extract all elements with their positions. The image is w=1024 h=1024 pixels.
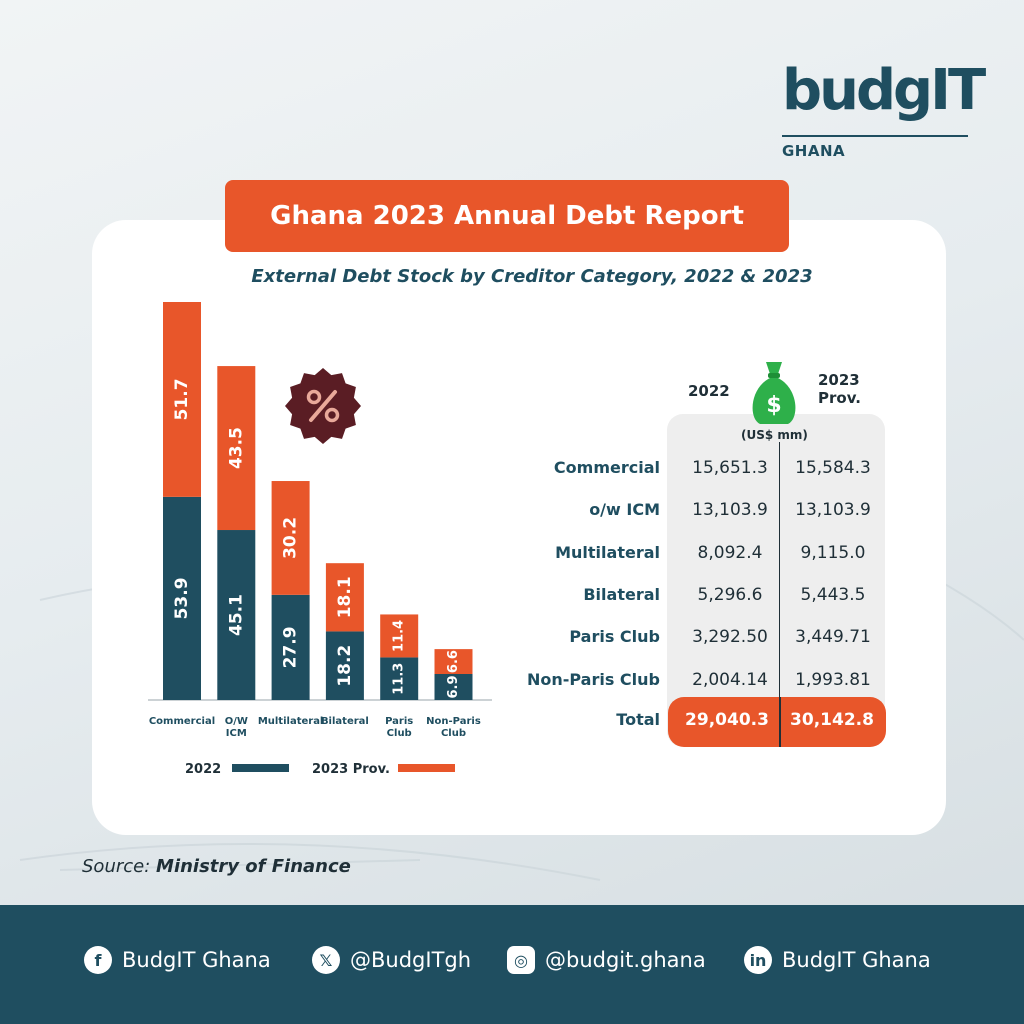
legend-swatch bbox=[232, 764, 289, 772]
bar-2023-prov--paris-club bbox=[380, 614, 419, 658]
source-prefix: Source: bbox=[82, 856, 151, 877]
category-label: O/W bbox=[225, 716, 248, 727]
table-background bbox=[667, 414, 885, 747]
data-label: 11.3 bbox=[392, 663, 407, 695]
budgit-logo: budgIT GHANA bbox=[782, 56, 986, 166]
facebook-icon: f bbox=[84, 946, 112, 974]
total-row-background bbox=[668, 697, 886, 747]
category-label: Paris bbox=[385, 716, 413, 727]
x-handle: @BudgITgh bbox=[350, 948, 472, 972]
facebook-handle: BudgIT Ghana bbox=[122, 948, 271, 972]
legend-label: 2023 Prov. bbox=[312, 762, 390, 777]
data-label: 51.7 bbox=[172, 378, 192, 420]
table-cell-2023: 1,993.81 bbox=[795, 670, 871, 690]
source-note: Source: Ministry of Finance bbox=[82, 856, 351, 877]
table-row-label: Commercial bbox=[553, 458, 660, 477]
report-title: Ghana 2023 Annual Debt Report bbox=[225, 180, 789, 252]
linkedin-link[interactable]: in BudgIT Ghana bbox=[744, 946, 931, 974]
data-label: 45.1 bbox=[226, 594, 246, 636]
x-icon: 𝕏 bbox=[312, 946, 340, 974]
data-label: 53.9 bbox=[172, 577, 192, 619]
logo-subtitle: GHANA bbox=[782, 142, 846, 160]
instagram-link[interactable]: ◎ @budgit.ghana bbox=[507, 946, 706, 974]
bar-2022-paris-club bbox=[380, 657, 419, 700]
legend-swatch bbox=[398, 764, 455, 772]
table-row-label: Paris Club bbox=[569, 627, 660, 646]
svg-text:$: $ bbox=[766, 393, 781, 418]
chart-subtitle: External Debt Stock by Creditor Category… bbox=[251, 266, 813, 287]
source-name: Ministry of Finance bbox=[156, 856, 351, 877]
table-cell-2022: 5,296.6 bbox=[697, 585, 763, 605]
total-2022: 29,040.3 bbox=[685, 710, 769, 730]
category-label: Commercial bbox=[149, 716, 215, 727]
total-2023: 30,142.8 bbox=[790, 710, 874, 730]
table-cell-2023: 13,103.9 bbox=[795, 500, 871, 520]
bar-2022-o-w-icm bbox=[217, 530, 256, 700]
table-cell-2022: 2,004.14 bbox=[692, 670, 768, 690]
legend-label: 2022 bbox=[185, 762, 221, 777]
bar-2022-bilateral bbox=[325, 631, 364, 700]
table-cell-2023: 9,115.0 bbox=[800, 543, 866, 563]
bar-2022-multilateral bbox=[271, 594, 310, 700]
bar-2023-prov--non-paris-club bbox=[434, 649, 473, 674]
table-cell-2022: 8,092.4 bbox=[697, 543, 763, 563]
bar-2023-prov--bilateral bbox=[325, 563, 364, 632]
logo-wordmark: budgIT bbox=[782, 58, 986, 123]
column-header-2023-prov: Prov. bbox=[818, 389, 861, 407]
data-label: 27.9 bbox=[281, 626, 301, 668]
total-label: Total bbox=[616, 710, 660, 729]
bar-2022-commercial bbox=[163, 496, 201, 700]
table-row-label: Non-Paris Club bbox=[526, 670, 660, 689]
table-cell-2023: 15,584.3 bbox=[795, 458, 871, 478]
x-link[interactable]: 𝕏 @BudgITgh bbox=[312, 946, 471, 974]
column-header-2023: 2023 Prov. bbox=[818, 371, 861, 407]
bar-2023-prov--commercial bbox=[163, 302, 201, 497]
table-row-label: Bilateral bbox=[583, 585, 660, 604]
table-cell-2023: 5,443.5 bbox=[800, 585, 866, 605]
money-bag-icon: $ bbox=[752, 362, 796, 424]
bar-2023-prov--o-w-icm bbox=[217, 366, 256, 531]
table-cell-2023: 3,449.71 bbox=[795, 627, 871, 647]
bar-2022-non-paris-club bbox=[434, 673, 473, 700]
table-cell-2022: 15,651.3 bbox=[692, 458, 768, 478]
instagram-handle: @budgit.ghana bbox=[545, 948, 706, 972]
table-cell-2022: 13,103.9 bbox=[692, 500, 768, 520]
category-label: Bilateral bbox=[321, 716, 369, 727]
column-header-2022: 2022 bbox=[688, 382, 730, 400]
category-label: Multilateral bbox=[258, 716, 324, 727]
table-unit: (US$ mm) bbox=[741, 428, 808, 442]
category-label: Club bbox=[441, 728, 466, 739]
category-label: Non-Paris bbox=[426, 716, 481, 727]
data-label: 18.2 bbox=[335, 645, 355, 687]
table-divider bbox=[779, 442, 780, 747]
data-label: 6.9 bbox=[446, 675, 461, 698]
facebook-link[interactable]: f BudgIT Ghana bbox=[84, 946, 271, 974]
column-header-2023-year: 2023 bbox=[818, 371, 860, 389]
percent-badge-icon bbox=[285, 368, 361, 444]
logo-rule bbox=[782, 135, 968, 137]
data-label: 11.4 bbox=[392, 620, 407, 652]
instagram-icon: ◎ bbox=[507, 946, 535, 974]
data-label: 6.6 bbox=[446, 650, 461, 673]
bar-2023-prov--multilateral bbox=[271, 481, 310, 595]
category-label: ICM bbox=[226, 728, 247, 739]
linkedin-handle: BudgIT Ghana bbox=[782, 948, 931, 972]
table-cell-2022: 3,292.50 bbox=[692, 627, 768, 647]
data-label: 43.5 bbox=[226, 427, 246, 469]
data-label: 18.1 bbox=[335, 576, 355, 618]
category-label: Club bbox=[387, 728, 412, 739]
linkedin-icon: in bbox=[744, 946, 772, 974]
table-row-label: o/w ICM bbox=[589, 500, 660, 519]
data-label: 30.2 bbox=[281, 517, 301, 559]
total-divider bbox=[779, 697, 781, 747]
table-row-label: Multilateral bbox=[555, 543, 660, 562]
